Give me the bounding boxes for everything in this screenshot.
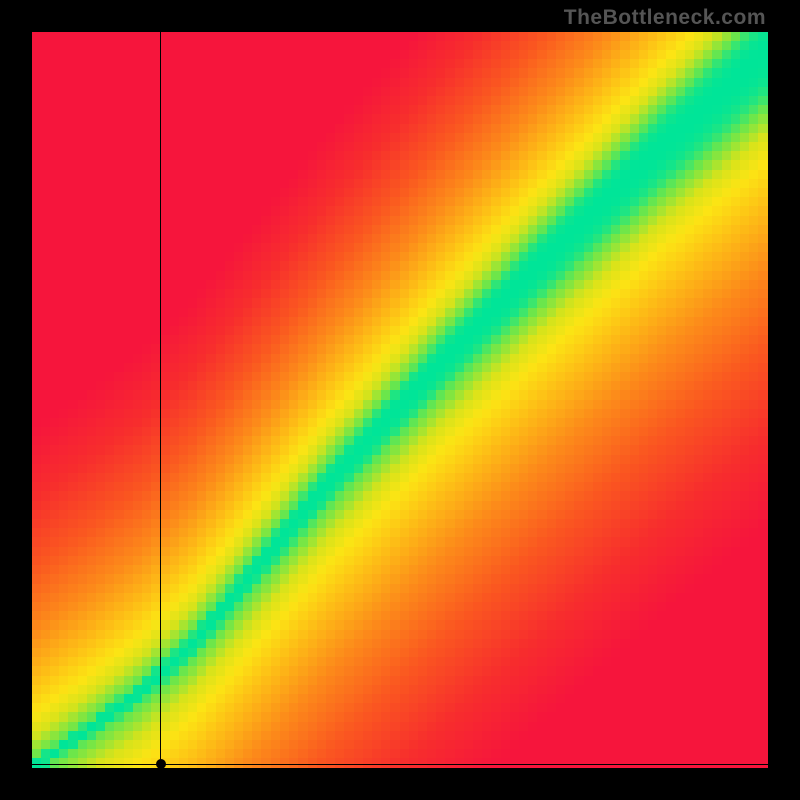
- marker-horizontal-line: [32, 764, 768, 765]
- watermark-text: TheBottleneck.com: [564, 6, 766, 30]
- bottleneck-heatmap: [32, 32, 768, 768]
- marker-vertical-line: [160, 32, 161, 768]
